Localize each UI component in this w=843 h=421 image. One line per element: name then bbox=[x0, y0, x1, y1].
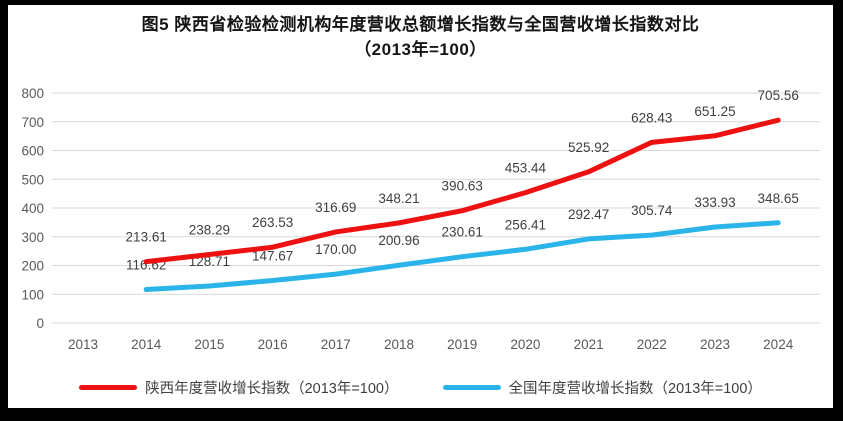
svg-text:2019: 2019 bbox=[447, 337, 477, 352]
svg-text:700: 700 bbox=[21, 115, 44, 130]
svg-text:292.47: 292.47 bbox=[568, 207, 609, 222]
svg-text:600: 600 bbox=[21, 144, 44, 159]
line-chart-plot-area: 0 100 200 300 400 500 600 700 800 2013 2014 2015 201… bbox=[21, 86, 820, 352]
legend-label-shaanxi: 陕西年度营收增长指数（2013年=100） bbox=[145, 381, 399, 397]
svg-text:263.53: 263.53 bbox=[252, 215, 293, 230]
svg-text:2017: 2017 bbox=[321, 337, 351, 352]
svg-text:238.29: 238.29 bbox=[189, 222, 230, 237]
legend-label-national: 全国年度营收增长指数（2013年=100） bbox=[508, 381, 762, 397]
svg-text:705.56: 705.56 bbox=[758, 88, 799, 103]
chart-title-line2: （2013年=100） bbox=[354, 39, 487, 59]
svg-text:300: 300 bbox=[21, 230, 44, 245]
svg-text:2024: 2024 bbox=[763, 337, 794, 352]
svg-text:348.21: 348.21 bbox=[378, 191, 419, 206]
svg-text:400: 400 bbox=[21, 201, 44, 216]
svg-text:0: 0 bbox=[36, 316, 44, 331]
svg-text:2021: 2021 bbox=[574, 337, 604, 352]
svg-text:628.43: 628.43 bbox=[631, 110, 672, 125]
chart-legend: 陕西年度营收增长指数（2013年=100） 全国年度营收增长指数（2013年=1… bbox=[8, 377, 833, 398]
svg-text:2018: 2018 bbox=[384, 337, 414, 352]
svg-text:2013: 2013 bbox=[68, 337, 98, 352]
svg-text:651.25: 651.25 bbox=[694, 104, 735, 119]
svg-text:2023: 2023 bbox=[700, 337, 730, 352]
legend-item-shaanxi: 陕西年度营收增长指数（2013年=100） bbox=[79, 377, 399, 398]
svg-text:230.61: 230.61 bbox=[442, 225, 483, 240]
svg-text:2014: 2014 bbox=[131, 337, 162, 352]
chart-title: 图5 陕西省检验检测机构年度营收总额增长指数与全国营收增长指数对比 （2013年… bbox=[8, 13, 833, 62]
svg-text:2022: 2022 bbox=[637, 337, 667, 352]
svg-text:213.61: 213.61 bbox=[126, 230, 167, 245]
svg-text:147.67: 147.67 bbox=[252, 249, 293, 264]
legend-line-swatch-blue bbox=[442, 385, 501, 390]
svg-text:170.00: 170.00 bbox=[315, 242, 356, 257]
svg-text:200.96: 200.96 bbox=[378, 233, 419, 248]
svg-text:453.44: 453.44 bbox=[505, 161, 547, 176]
svg-text:305.74: 305.74 bbox=[631, 203, 673, 218]
chart-canvas: 0 100 200 300 400 500 600 700 800 2013 2014 2015 201… bbox=[8, 5, 833, 408]
svg-text:200: 200 bbox=[21, 259, 44, 274]
svg-text:100: 100 bbox=[21, 287, 44, 302]
svg-text:333.93: 333.93 bbox=[694, 195, 735, 210]
legend-item-national: 全国年度营收增长指数（2013年=100） bbox=[442, 377, 762, 398]
svg-text:525.92: 525.92 bbox=[568, 140, 609, 155]
svg-text:390.63: 390.63 bbox=[442, 179, 483, 194]
svg-text:316.69: 316.69 bbox=[315, 200, 356, 215]
svg-text:256.41: 256.41 bbox=[505, 217, 546, 232]
legend-line-swatch-red bbox=[79, 385, 138, 390]
chart-title-line1: 图5 陕西省检验检测机构年度营收总额增长指数与全国营收增长指数对比 bbox=[141, 15, 700, 34]
svg-text:2020: 2020 bbox=[510, 337, 540, 352]
svg-text:500: 500 bbox=[21, 172, 44, 187]
svg-text:800: 800 bbox=[21, 86, 44, 101]
svg-text:348.65: 348.65 bbox=[758, 191, 799, 206]
svg-text:2016: 2016 bbox=[258, 337, 288, 352]
svg-text:2015: 2015 bbox=[194, 337, 224, 352]
